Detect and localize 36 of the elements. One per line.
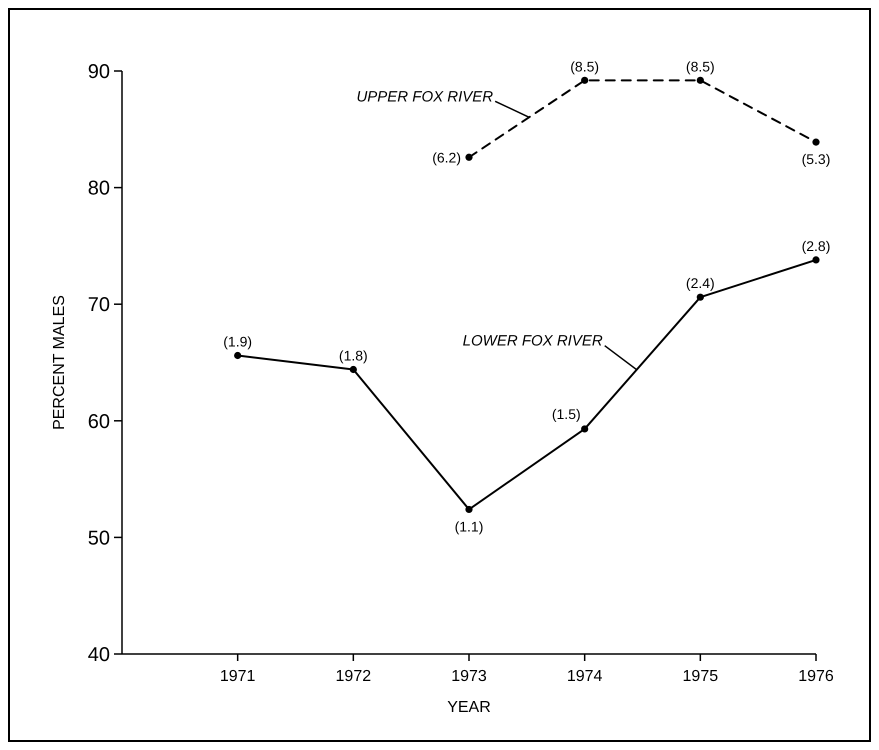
y-tick-label: 90: [88, 61, 110, 83]
annotation: (1.5): [552, 406, 581, 422]
y-tick-label: 40: [88, 644, 110, 666]
point: [696, 76, 704, 84]
y-tick-label: 60: [88, 410, 110, 433]
annotation: (5.3): [802, 151, 830, 168]
annotation: (2.8): [802, 238, 830, 254]
point: [581, 425, 588, 433]
x-axis-title: YEAR: [447, 699, 491, 716]
x-tick-label: 1976: [798, 668, 834, 685]
point: [465, 154, 473, 161]
y-tick-label: 70: [88, 294, 110, 316]
annotation: (2.4): [686, 275, 715, 292]
annotation: (1.1): [454, 518, 484, 534]
point: [812, 138, 820, 146]
point: [350, 366, 357, 374]
annotation: (1.8): [338, 347, 368, 364]
annotation: (8.5): [686, 58, 715, 74]
point: [465, 506, 473, 514]
x-tick-label: 1975: [682, 668, 718, 685]
y-tick-label: 50: [88, 527, 110, 550]
x-tick-label: 1973: [451, 668, 487, 685]
text: LOWER FOX RIVER: [462, 332, 603, 350]
y-tick-label: 80: [88, 178, 110, 200]
x-tick-label: 1971: [220, 668, 256, 685]
x-tick-label: 1974: [566, 668, 603, 685]
annotation: (8.5): [570, 58, 600, 74]
point: [696, 294, 704, 301]
y-axis-title: PERCENT MALES: [51, 295, 68, 430]
x-tick-label: 1972: [336, 668, 372, 685]
point: [581, 76, 588, 84]
annotation: (6.2): [432, 149, 461, 166]
annotation: (1.9): [223, 334, 252, 350]
series-label: UPPER FOX RIVER: [356, 88, 494, 106]
point: [234, 352, 242, 360]
point: [812, 256, 820, 264]
